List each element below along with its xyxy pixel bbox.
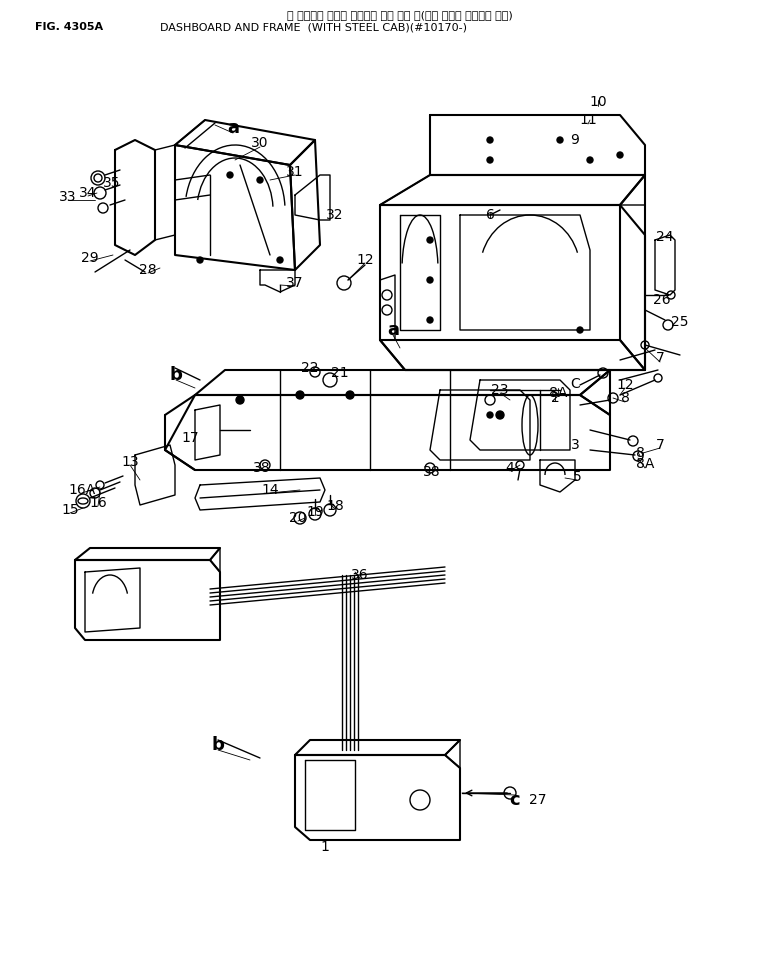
Text: 10: 10 [589,95,607,109]
Text: 8A: 8A [636,457,654,471]
Circle shape [487,412,493,418]
Text: 8: 8 [621,391,629,405]
Text: 14: 14 [261,483,279,497]
Text: 12: 12 [356,253,374,267]
Text: 35: 35 [103,176,121,190]
Circle shape [587,157,593,163]
Text: FIG. 4305A: FIG. 4305A [35,22,103,32]
Text: 33: 33 [59,190,77,204]
Circle shape [557,137,563,143]
Text: 17: 17 [181,431,199,445]
Text: 12: 12 [616,378,634,392]
Text: 3: 3 [571,438,580,452]
Circle shape [236,396,244,404]
Text: b: b [212,736,224,754]
Text: 7: 7 [655,438,665,452]
Text: 6: 6 [486,208,494,222]
Text: 23: 23 [491,383,508,397]
Text: 11: 11 [580,113,597,127]
Text: 21: 21 [331,366,349,380]
Text: C: C [570,377,580,391]
Text: b: b [169,366,183,384]
Text: 34: 34 [79,186,97,200]
Text: 8: 8 [636,446,644,460]
Circle shape [427,237,433,243]
Text: 37: 37 [287,276,304,290]
Circle shape [227,172,233,178]
Circle shape [346,391,354,399]
Circle shape [487,157,493,163]
Text: 26: 26 [653,293,671,307]
Circle shape [94,174,102,182]
Text: 28: 28 [139,263,157,277]
Text: 22: 22 [301,361,319,375]
Circle shape [197,257,203,263]
Text: 1: 1 [320,840,330,854]
Text: 8A: 8A [549,386,567,400]
Text: 13: 13 [121,455,139,469]
Text: 9: 9 [571,133,580,147]
Text: 25: 25 [671,315,689,329]
Text: 24: 24 [656,230,674,244]
Text: c: c [510,791,520,809]
Text: 29: 29 [81,251,99,265]
Circle shape [296,391,304,399]
Text: 20: 20 [289,511,307,525]
Text: 4: 4 [505,461,515,475]
Text: 31: 31 [286,165,304,179]
Text: 16: 16 [89,496,107,510]
Text: a: a [227,119,239,137]
Text: DASHBOARD AND FRAME  (WITH STEEL CAB)(#10170-): DASHBOARD AND FRAME (WITH STEEL CAB)(#10… [160,22,467,32]
Circle shape [427,317,433,323]
Text: 27: 27 [530,793,547,807]
Circle shape [277,257,283,263]
Text: 32: 32 [326,208,344,222]
Text: 19: 19 [306,505,324,519]
Text: ダ ッシュボ ード　 および　 フレ ーム 　(ステ ール　 キャブ　 付き): ダ ッシュボ ード および フレ ーム (ステ ール キャブ 付き) [287,10,513,20]
Circle shape [257,177,263,183]
Circle shape [577,327,583,333]
Text: 7: 7 [655,351,665,365]
Text: 36: 36 [351,568,369,582]
Text: 38: 38 [253,461,271,475]
Text: 16A: 16A [69,483,95,497]
Text: 38: 38 [423,465,440,479]
Text: a: a [387,321,399,339]
Text: 30: 30 [251,136,269,150]
Circle shape [427,277,433,283]
Text: 2: 2 [551,391,559,405]
Text: 5: 5 [572,470,581,484]
Text: 18: 18 [326,499,344,513]
Circle shape [487,137,493,143]
Text: 15: 15 [61,503,79,517]
Circle shape [617,152,623,158]
Circle shape [496,411,504,419]
